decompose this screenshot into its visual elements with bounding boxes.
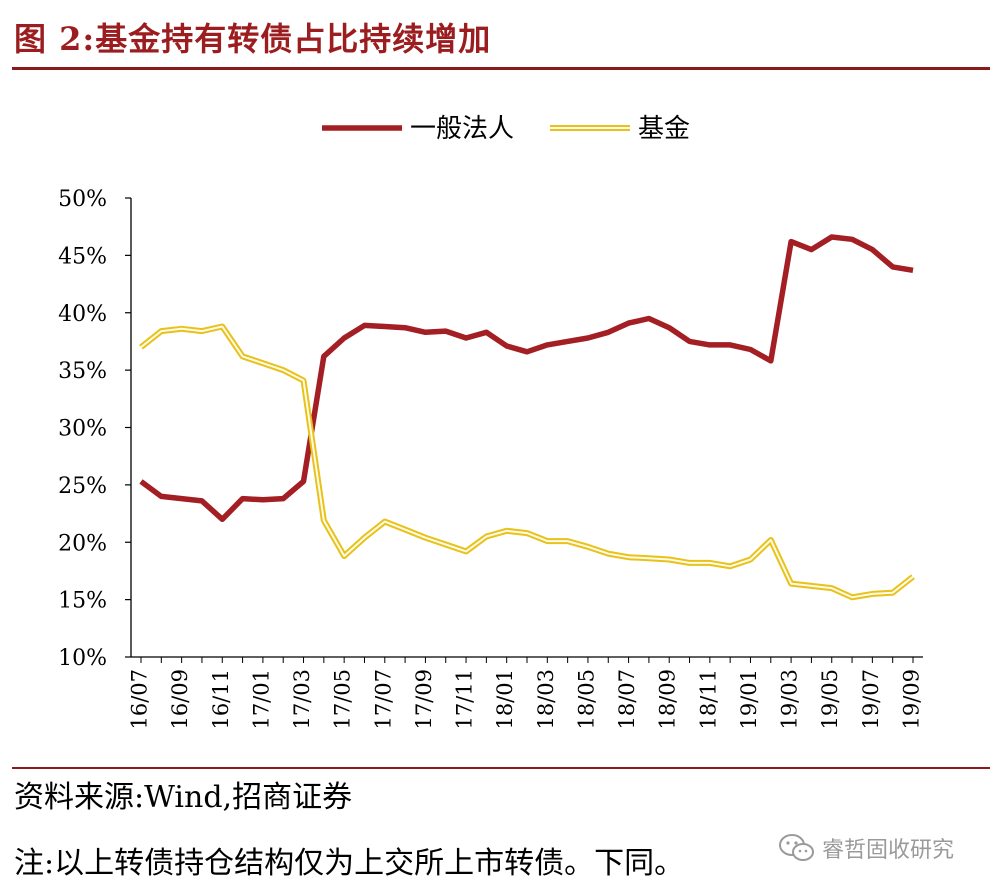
x-tick-label: 16/11 xyxy=(209,669,233,730)
series-line-fund-inner xyxy=(140,325,914,599)
x-tick-label: 19/01 xyxy=(737,669,761,730)
x-tick-label: 18/01 xyxy=(493,669,517,730)
x-tick-label: 16/09 xyxy=(168,669,192,730)
legend-label: 基金 xyxy=(638,114,690,144)
x-tick-label: 18/11 xyxy=(696,669,720,730)
y-tick-label: 30% xyxy=(58,417,107,442)
chart-axes: 10% 15% 20% 25% 30% 35% 40% 45% 50% 16/07 16/09 16/… xyxy=(58,187,923,730)
title-rule xyxy=(12,67,990,70)
x-tick-label: 17/05 xyxy=(331,669,355,730)
series-line-fund-outer xyxy=(139,323,915,601)
x-tick-label: 19/09 xyxy=(900,669,924,730)
x-tick-label: 19/05 xyxy=(818,669,842,730)
x-tick-label: 18/05 xyxy=(574,669,598,730)
y-tick-label: 50% xyxy=(58,187,107,212)
y-tick-label: 15% xyxy=(58,589,107,614)
watermark-text: 睿哲固收研究 xyxy=(822,838,955,863)
x-tick-label: 17/07 xyxy=(371,669,395,730)
series-line-corporate xyxy=(139,234,914,523)
y-tick-label: 45% xyxy=(58,244,107,269)
y-tick-label: 35% xyxy=(58,359,107,384)
y-tick-label: 10% xyxy=(58,646,107,671)
x-tick-label: 16/07 xyxy=(128,669,152,730)
watermark: 睿哲固收研究 xyxy=(778,832,954,864)
x-tick-label: 19/03 xyxy=(778,669,802,730)
line-chart: 一般法人 基金 10%15%20%25%30%35%40%45%50%16/07 1… xyxy=(58,114,923,730)
x-tick-label: 18/09 xyxy=(656,669,680,730)
legend-label: 一般法人 xyxy=(410,114,514,144)
chart-legend: 一般法人 基金 xyxy=(322,114,690,144)
source-text: 资料来源:Wind,招商证券 xyxy=(14,780,353,815)
y-tick-label: 40% xyxy=(58,302,107,327)
x-tick-label: 18/03 xyxy=(534,669,558,730)
x-tick-label: 17/11 xyxy=(453,669,477,730)
y-tick-label: 25% xyxy=(58,474,107,499)
x-tick-label: 17/03 xyxy=(290,669,314,730)
footer-rule xyxy=(12,767,990,769)
x-tick-label: 17/09 xyxy=(412,669,436,730)
x-tick-label: 19/07 xyxy=(859,669,883,730)
x-tick-label: 17/01 xyxy=(249,669,273,730)
chart-series xyxy=(139,234,915,601)
figure-title: 图 2:基金持有转债占比持续增加 xyxy=(14,20,492,58)
y-tick-label: 20% xyxy=(58,531,107,556)
x-tick-label: 18/07 xyxy=(615,669,639,730)
wechat-icon xyxy=(779,834,814,861)
note-text: 注:以上转债持仓结构仅为上交所上市转债。下同。 xyxy=(14,846,685,881)
